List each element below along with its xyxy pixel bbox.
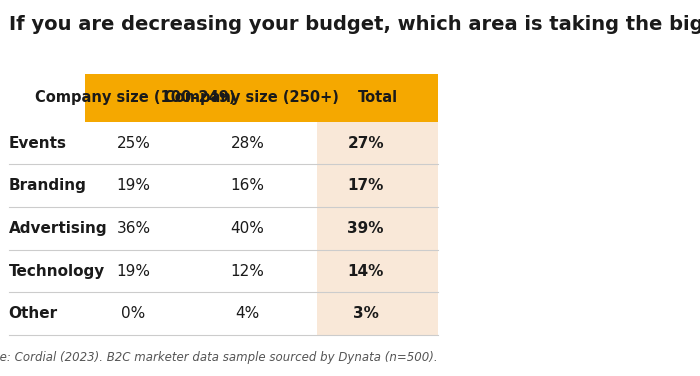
Text: Other: Other bbox=[8, 306, 57, 321]
FancyBboxPatch shape bbox=[317, 122, 438, 335]
Text: Company size (250+): Company size (250+) bbox=[164, 90, 339, 105]
Text: 39%: 39% bbox=[347, 221, 384, 236]
Text: 17%: 17% bbox=[347, 178, 384, 193]
Text: 0%: 0% bbox=[121, 306, 146, 321]
Text: If you are decreasing your budget, which area is taking the biggest hit?: If you are decreasing your budget, which… bbox=[8, 15, 700, 34]
Text: Advertising: Advertising bbox=[8, 221, 107, 236]
Text: Branding: Branding bbox=[8, 178, 86, 193]
Text: Total: Total bbox=[358, 90, 398, 105]
Text: 19%: 19% bbox=[116, 264, 150, 279]
Text: 3%: 3% bbox=[353, 306, 379, 321]
Text: 4%: 4% bbox=[235, 306, 260, 321]
FancyBboxPatch shape bbox=[85, 74, 438, 122]
Text: 25%: 25% bbox=[116, 136, 150, 151]
Text: 14%: 14% bbox=[347, 264, 384, 279]
Text: 40%: 40% bbox=[230, 221, 265, 236]
Text: Source: Cordial (2023). B2C marketer data sample sourced by Dynata (n=500).: Source: Cordial (2023). B2C marketer dat… bbox=[0, 352, 438, 364]
Text: Events: Events bbox=[8, 136, 66, 151]
Text: 28%: 28% bbox=[230, 136, 265, 151]
Text: 19%: 19% bbox=[116, 178, 150, 193]
Text: Company size (100–249): Company size (100–249) bbox=[36, 90, 236, 105]
Text: 12%: 12% bbox=[230, 264, 265, 279]
Text: 36%: 36% bbox=[116, 221, 150, 236]
Text: Technology: Technology bbox=[8, 264, 105, 279]
Text: 27%: 27% bbox=[347, 136, 384, 151]
Text: 16%: 16% bbox=[230, 178, 265, 193]
